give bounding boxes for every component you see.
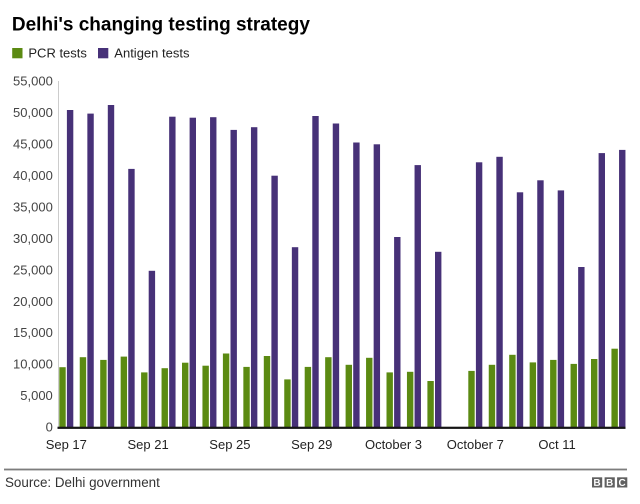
- svg-text:0: 0: [46, 420, 53, 435]
- svg-text:October 3: October 3: [365, 437, 422, 452]
- svg-text:Sep 17: Sep 17: [46, 437, 87, 452]
- svg-text:30,000: 30,000: [13, 231, 53, 246]
- svg-text:Oct 11: Oct 11: [538, 437, 575, 452]
- svg-text:PCR tests: PCR tests: [28, 46, 87, 61]
- svg-text:Delhi's changing testing strat: Delhi's changing testing strategy: [12, 14, 310, 35]
- svg-text:Sep 21: Sep 21: [127, 437, 168, 452]
- svg-text:5,000: 5,000: [20, 388, 53, 403]
- svg-text:40,000: 40,000: [13, 168, 53, 183]
- svg-text:October 7: October 7: [447, 437, 504, 452]
- svg-text:15,000: 15,000: [13, 325, 53, 340]
- svg-text:50,000: 50,000: [13, 105, 53, 120]
- svg-text:Source: Delhi government: Source: Delhi government: [5, 475, 160, 490]
- svg-text:35,000: 35,000: [13, 199, 53, 214]
- svg-text:45,000: 45,000: [13, 137, 53, 152]
- svg-text:10,000: 10,000: [13, 357, 53, 372]
- svg-text:Sep 29: Sep 29: [291, 437, 332, 452]
- svg-text:Antigen tests: Antigen tests: [114, 46, 190, 61]
- svg-text:20,000: 20,000: [13, 294, 53, 309]
- svg-text:25,000: 25,000: [13, 262, 53, 277]
- svg-text:Sep 25: Sep 25: [209, 437, 250, 452]
- svg-text:55,000: 55,000: [13, 74, 53, 89]
